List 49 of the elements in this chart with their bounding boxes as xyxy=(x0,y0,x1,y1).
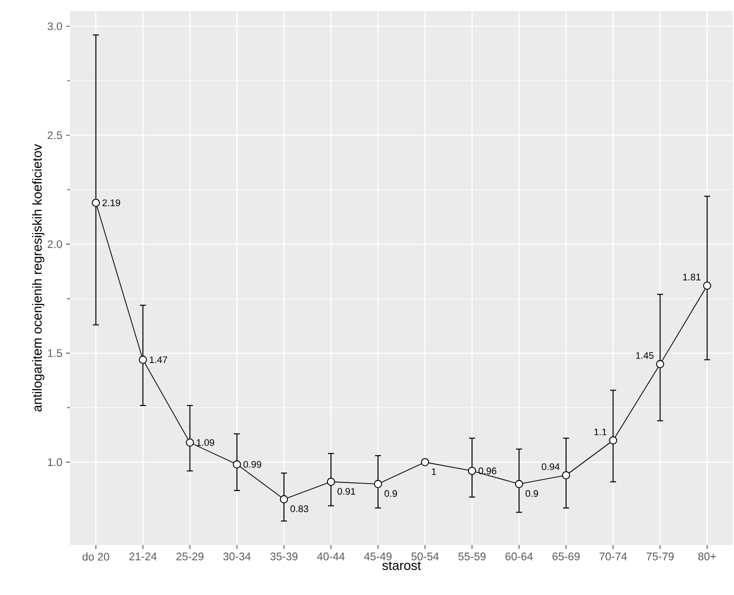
data-label: 2.19 xyxy=(102,199,120,206)
point xyxy=(703,282,712,290)
point xyxy=(562,471,570,480)
data-label: 0.83 xyxy=(290,505,308,512)
x-tick-label: 50-54 xyxy=(411,552,439,560)
point xyxy=(92,198,100,207)
x-tick-label: 75-79 xyxy=(646,552,674,560)
data-label: 0.9 xyxy=(526,490,538,497)
y-tick-label: 2.0 xyxy=(48,240,62,248)
x-axis-title: starost xyxy=(382,561,421,570)
point xyxy=(186,438,194,447)
point xyxy=(326,478,336,486)
data-label: 0.96 xyxy=(478,468,496,474)
data-label: 1.81 xyxy=(683,274,700,280)
data-label: 0.99 xyxy=(244,460,262,468)
point xyxy=(420,458,430,466)
y-tick-label: 3.0 xyxy=(48,22,62,30)
point xyxy=(232,460,241,468)
x-tick-label: 55-59 xyxy=(458,552,486,560)
x-tick-label: 60-64 xyxy=(506,552,533,560)
data-label: 1.09 xyxy=(196,439,214,446)
data-label: 1 xyxy=(432,468,436,475)
x-tick-label: 65-69 xyxy=(552,552,580,560)
data-label: 0.91 xyxy=(338,488,356,495)
point xyxy=(656,360,664,368)
y-tick-label: 2.5 xyxy=(48,131,62,140)
x-tick-label: 35-39 xyxy=(270,552,298,560)
x-tick-label: 70-74 xyxy=(600,552,627,560)
x-tick-label: 40-44 xyxy=(317,552,345,560)
point xyxy=(468,466,476,475)
data-label: 0.94 xyxy=(542,463,560,470)
point xyxy=(515,480,524,488)
y-axis-title: antilogaritem ocenjenih regresijskih koeficietov xyxy=(32,144,44,412)
point xyxy=(374,480,382,488)
point xyxy=(138,356,147,364)
x-tick-label: 21-24 xyxy=(129,552,157,560)
x-tick-label: do 20 xyxy=(82,552,110,561)
x-tick-label: 30-34 xyxy=(223,552,251,560)
data-label: 1.45 xyxy=(636,352,654,359)
y-tick-label: 1.5 xyxy=(48,349,62,358)
data-label: 1.1 xyxy=(594,428,606,436)
x-tick-label: 80+ xyxy=(698,552,716,560)
data-label: 0.9 xyxy=(384,490,397,497)
point xyxy=(609,436,618,444)
y-tick-label: 1.0 xyxy=(48,458,62,466)
point xyxy=(280,495,288,504)
x-tick-label: 25-29 xyxy=(176,552,204,560)
data-label: 1.47 xyxy=(150,356,168,363)
x-tick-label: 45-49 xyxy=(364,552,392,560)
